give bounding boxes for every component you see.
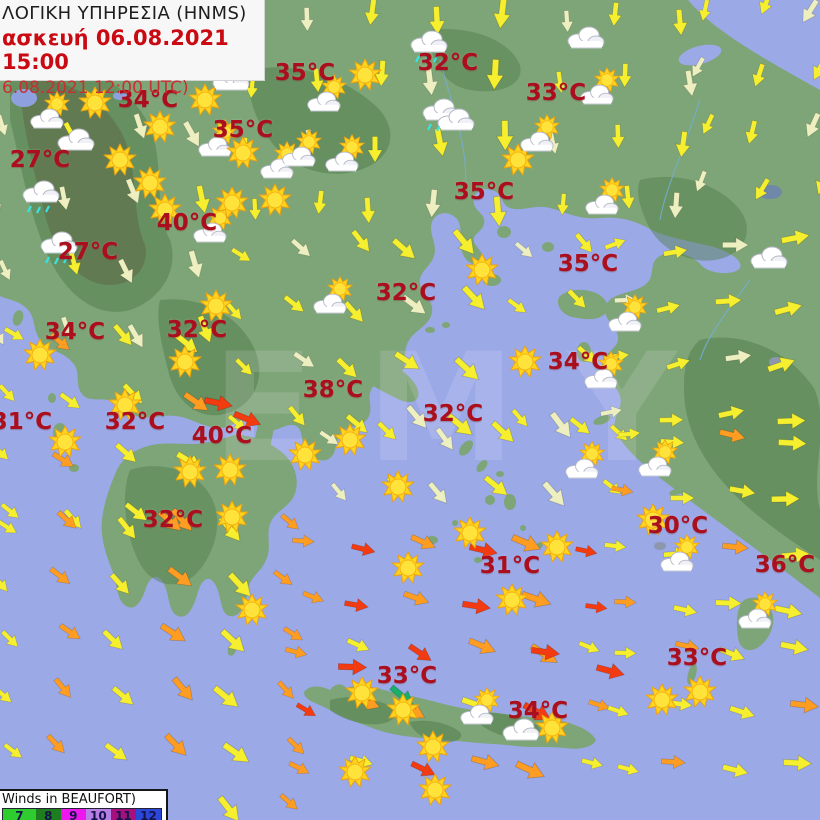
temperature-label: 40°C [191,423,253,449]
run-datetime-utc: 6.08.2021 12:00 UTC) [2,78,189,98]
temperature-label: 32°C [104,409,166,435]
temperature-label: 32°C [422,401,484,427]
legend-color-bar: 7 8 9 10 11 12 [2,808,162,820]
temperature-label: 34°C [547,349,609,375]
euboea [331,335,419,403]
temperature-label: 31°C [0,409,53,435]
temperature-label: 35°C [453,179,515,205]
temperature-label: 30°C [647,513,709,539]
isthmus [254,424,274,448]
legend-beaufort-10: 10 [85,809,111,820]
legend-beaufort-7: 7 [3,809,36,820]
temperature-label: 35°C [212,117,274,143]
wind-legend: Winds in BEAUFORT) 7 8 9 10 11 12 [0,789,168,820]
temperature-label: 33°C [376,663,438,689]
temperature-label: 35°C [557,251,619,277]
temperature-label: 27°C [9,147,71,173]
temperature-label: 34°C [44,319,106,345]
legend-beaufort-12: 12 [135,809,161,820]
temperature-label: 32°C [375,280,437,306]
temperature-label: 34°C [507,698,569,724]
temperature-label: 27°C [57,239,119,265]
map-header: ΛΟΓΙΚΗ ΥΠΗΡΕΣΙΑ (HNMS) ασκευή 06.08.2021… [0,0,264,98]
temperature-label: 33°C [666,645,728,671]
temperature-label: 35°C [274,60,336,86]
temperature-label: 32°C [142,507,204,533]
peloponnese [101,434,297,617]
legend-beaufort-11: 11 [110,809,136,820]
legend-beaufort-8: 8 [35,809,61,820]
temperature-label: 36°C [754,552,816,578]
temperature-label: 31°C [479,553,541,579]
temperature-label: 34°C [117,87,179,113]
legend-title: Winds in BEAUFORT) [2,792,136,807]
legend-beaufort-9: 9 [60,809,86,820]
temperature-label: 40°C [156,210,218,236]
temperature-label: 32°C [417,50,479,76]
temperature-label: 33°C [525,80,587,106]
lakes [11,44,783,550]
agency-title: ΛΟΓΙΚΗ ΥΠΗΡΕΣΙΑ (HNMS) [2,3,247,24]
forecast-datetime: ασκευή 06.08.2021 15:00 [2,26,229,74]
temperature-label: 32°C [166,317,228,343]
temperature-label: 38°C [302,377,364,403]
